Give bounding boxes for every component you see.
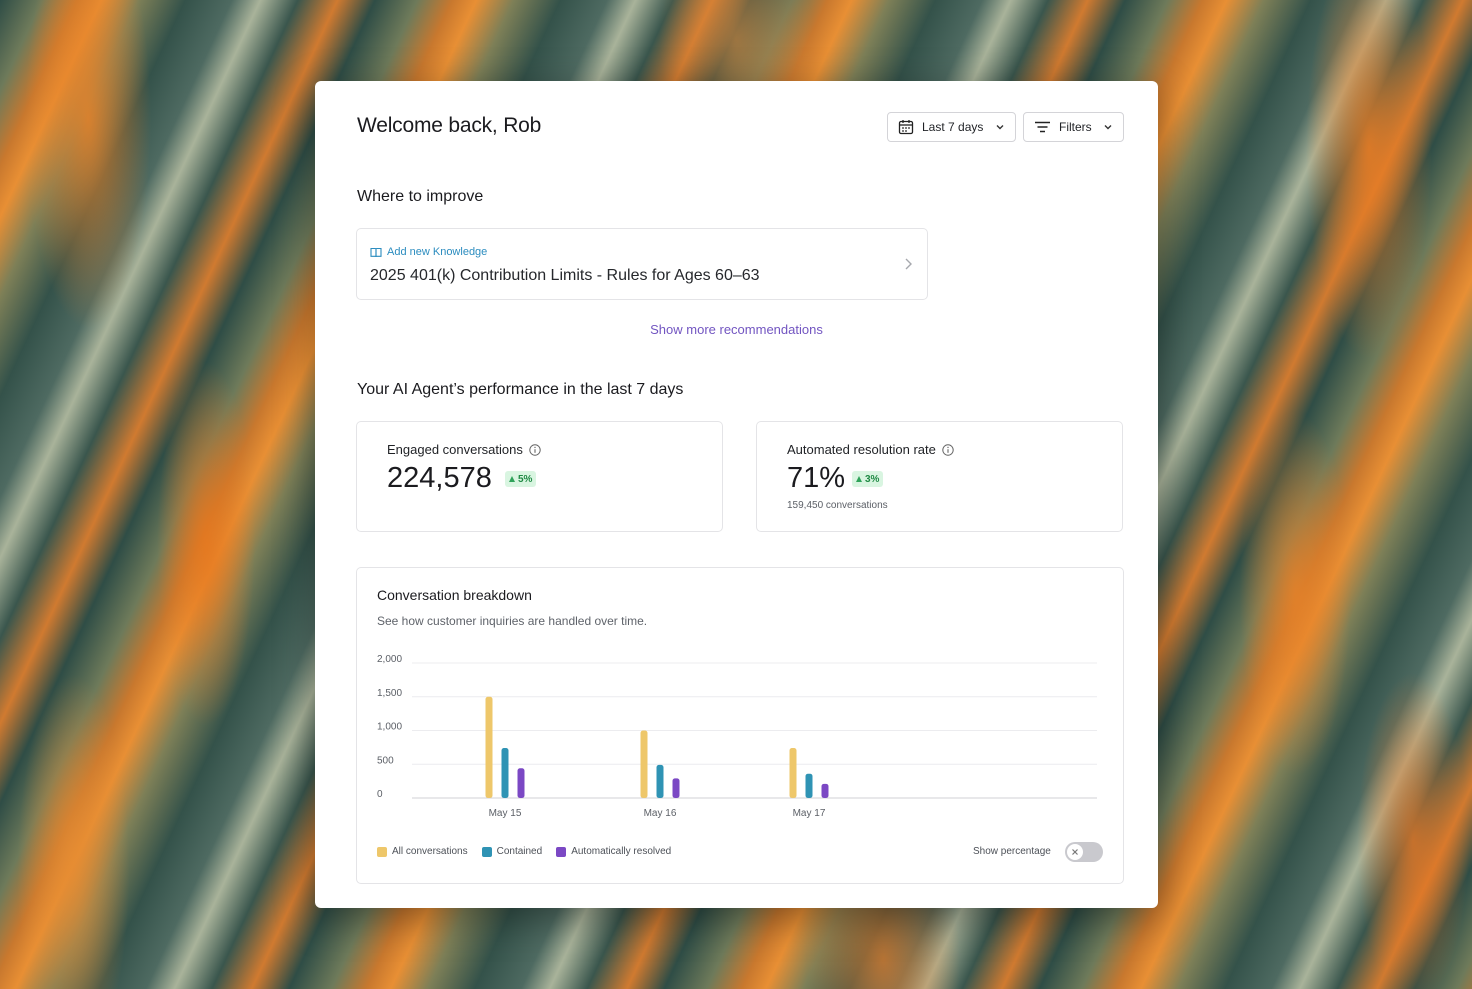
engaged-conversations-value: 224,578 [387, 462, 492, 494]
chart-bar[interactable] [656, 764, 664, 798]
resolution-conversations-count: 159,450 conversations [787, 500, 888, 511]
close-icon [1072, 849, 1078, 855]
dashboard-card: Welcome back, Rob Last 7 days Filters Wh… [315, 81, 1158, 908]
info-icon[interactable] [942, 443, 954, 456]
engaged-conversations-label: Engaged conversations [387, 442, 541, 457]
show-percentage-toggle[interactable] [1065, 842, 1103, 862]
x-tick-label: May 17 [793, 808, 826, 819]
engaged-change-badge: 5% [505, 471, 537, 487]
automated-resolution-value: 71% [787, 462, 846, 494]
x-tick-label: May 16 [644, 808, 677, 819]
arrow-up-icon [509, 476, 515, 482]
chart-bar[interactable] [672, 778, 680, 798]
chevron-down-icon [1103, 122, 1113, 132]
engaged-conversations-label-text: Engaged conversations [387, 442, 523, 457]
automated-resolution-card: Automated resolution rate 71% 3% 159,450… [756, 421, 1123, 532]
breakdown-subtitle: See how customer inquiries are handled o… [377, 614, 648, 628]
automated-resolution-label-text: Automated resolution rate [787, 442, 936, 457]
date-range-dropdown[interactable]: Last 7 days [887, 112, 1016, 142]
chart-bar[interactable] [501, 748, 509, 798]
filters-dropdown[interactable]: Filters [1023, 112, 1124, 142]
recommendation-tag: Add new Knowledge [370, 246, 487, 258]
breakdown-title: Conversation breakdown [377, 587, 532, 603]
legend-item: All conversations [377, 846, 468, 857]
chart-bar[interactable] [640, 730, 648, 799]
resolution-change-value: 3% [865, 473, 880, 485]
legend-item: Automatically resolved [556, 846, 671, 857]
book-icon [370, 247, 382, 257]
legend-label: Automatically resolved [571, 846, 672, 857]
y-tick-label: 500 [377, 755, 394, 766]
chart-bar[interactable] [485, 696, 493, 798]
legend-label: Contained [496, 846, 543, 857]
filter-icon [1034, 120, 1051, 134]
x-tick-label: May 15 [489, 808, 522, 819]
show-percentage-label: Show percentage [973, 846, 1051, 857]
chart-bar[interactable] [821, 783, 829, 798]
chevron-right-icon [903, 257, 913, 271]
chevron-down-icon [995, 122, 1005, 132]
resolution-change-badge: 3% [852, 471, 884, 487]
info-icon[interactable] [529, 443, 541, 456]
conversation-bar-chart: 2,000 1,500 1,000 500 0 May 15 May 16 May 17 [377, 654, 1097, 819]
legend-swatch [481, 846, 492, 857]
conversation-breakdown-panel: Conversation breakdown See how customer … [356, 567, 1124, 884]
show-more-recommendations-link[interactable]: Show more recommendations [650, 322, 823, 337]
performance-heading: Your AI Agent’s performance in the last … [357, 381, 684, 398]
chart-bar[interactable] [805, 773, 813, 798]
engaged-conversations-card: Engaged conversations 224,578 5% [356, 421, 723, 532]
arrow-up-icon [856, 476, 862, 482]
welcome-heading: Welcome back, Rob [357, 114, 542, 137]
chart-bar[interactable] [789, 748, 797, 798]
calendar-icon [898, 119, 914, 135]
recommendation-title: 2025 401(k) Contribution Limits - Rules … [370, 267, 760, 284]
y-tick-label: 1,500 [377, 688, 402, 699]
recommendation-card[interactable]: Add new Knowledge 2025 401(k) Contributi… [356, 228, 928, 300]
y-tick-label: 2,000 [377, 654, 402, 665]
filters-label: Filters [1059, 120, 1092, 134]
y-tick-label: 1,000 [377, 722, 402, 733]
where-to-improve-heading: Where to improve [357, 188, 484, 205]
toggle-knob [1067, 844, 1083, 860]
automated-resolution-label: Automated resolution rate [787, 442, 954, 457]
legend-swatch [377, 846, 387, 857]
chart-bar[interactable] [517, 768, 525, 798]
y-tick-label: 0 [377, 789, 383, 800]
date-range-label: Last 7 days [922, 120, 984, 134]
legend-label: All conversations [392, 846, 468, 857]
legend-swatch [556, 846, 567, 857]
engaged-change-value: 5% [518, 473, 533, 485]
legend-item: Contained [481, 846, 543, 857]
chart-legend: All conversations Contained Automatically … [377, 846, 685, 857]
recommendation-tag-label: Add new Knowledge [387, 246, 488, 258]
